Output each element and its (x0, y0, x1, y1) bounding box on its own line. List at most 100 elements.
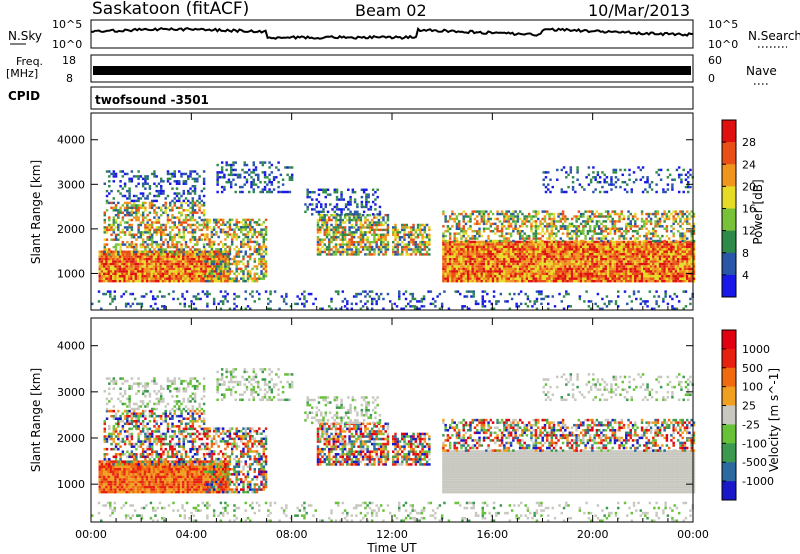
power-cell (139, 270, 142, 273)
power-cell (182, 233, 186, 237)
power-cell (109, 272, 113, 276)
power-cell (179, 265, 183, 268)
power-cell (386, 248, 390, 251)
power-cell (352, 233, 356, 237)
power-cell (579, 257, 583, 261)
power-cell (202, 265, 205, 268)
power-cell (548, 237, 551, 240)
cpid-panel (90, 86, 694, 110)
power-cell (366, 238, 369, 241)
power-cell (462, 215, 465, 218)
power-cell (98, 275, 101, 278)
power-cell (505, 260, 508, 263)
power-cell (487, 237, 490, 240)
power-cell (658, 265, 662, 268)
power-cell (611, 260, 614, 263)
power-cell (591, 275, 594, 278)
power-cell (482, 220, 486, 223)
power-cell (175, 270, 178, 273)
power-cell (121, 170, 125, 173)
power-cell (485, 250, 488, 253)
power-cell (258, 252, 261, 256)
power-cell (384, 233, 387, 237)
power-cell (663, 262, 666, 266)
power-cell (548, 277, 551, 280)
power-cell (252, 171, 255, 174)
power-cell (136, 267, 140, 271)
power-cell (255, 279, 259, 283)
power-cell (221, 228, 225, 231)
power-cell (476, 215, 479, 218)
power-cell (173, 216, 176, 219)
power-cell (507, 232, 511, 235)
power-cell (575, 255, 578, 258)
power-cell (401, 240, 404, 244)
power-cell (253, 250, 256, 253)
power-cell (505, 212, 508, 216)
power-cell (184, 262, 187, 266)
power-cell (310, 203, 314, 206)
power-cell (543, 245, 547, 249)
power-cell (334, 216, 338, 219)
power-cell (206, 279, 209, 283)
power-cell (609, 270, 612, 273)
power-cell (264, 225, 268, 229)
power-cell (359, 240, 363, 244)
power-cell (442, 260, 445, 263)
power-cell (656, 243, 660, 246)
power-cell (620, 245, 623, 249)
power-cell (679, 252, 682, 256)
power-cell (204, 270, 208, 273)
power-cell (566, 240, 569, 244)
power-cell (264, 245, 268, 249)
power-cell (421, 228, 424, 232)
power-cell (206, 267, 210, 271)
power-cell (532, 248, 535, 251)
power-cell (625, 255, 628, 258)
power-cell (164, 238, 167, 241)
power-cell (509, 240, 513, 244)
power-cell (202, 177, 206, 181)
power-cell (168, 262, 171, 266)
power-cell (128, 226, 131, 229)
power-cell (457, 265, 461, 268)
power-cell (663, 277, 666, 280)
power-cell (471, 240, 474, 244)
power-cell (332, 226, 336, 229)
power-cell (692, 250, 696, 253)
power-cell (453, 262, 456, 266)
power-cell (146, 223, 149, 227)
power-cell (211, 265, 214, 268)
power-cell (579, 243, 583, 246)
power-cell (600, 275, 603, 278)
power-cell (482, 250, 486, 253)
power-cell (536, 275, 540, 278)
power-cell (683, 279, 687, 283)
power-cell (464, 275, 468, 278)
power-cell (114, 238, 118, 241)
power-cell (224, 257, 228, 261)
power-cell (103, 248, 106, 251)
power-cell (141, 243, 145, 246)
power-cell (498, 212, 502, 216)
power-cell (568, 248, 572, 251)
power-cell (182, 253, 186, 256)
power-cell (173, 267, 176, 271)
power-cell (105, 279, 108, 283)
power-cell (128, 243, 131, 246)
power-cell (238, 185, 242, 189)
power-cell (206, 223, 209, 226)
power-cell (263, 161, 267, 164)
power-cell (171, 209, 174, 212)
power-cell (491, 279, 495, 283)
power-cell (512, 267, 515, 271)
power-cell (141, 255, 144, 258)
power-cell (182, 218, 186, 222)
power-cell (374, 208, 377, 211)
power-cell (258, 250, 261, 253)
power-cell (485, 220, 488, 223)
power-cell (559, 272, 563, 276)
power-cell (105, 194, 109, 198)
power-cell (128, 197, 131, 200)
power-cell (634, 243, 637, 246)
